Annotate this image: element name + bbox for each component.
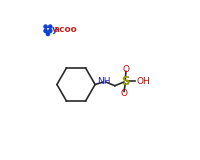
- Text: S: S: [121, 75, 130, 88]
- Text: O: O: [121, 89, 128, 98]
- Circle shape: [49, 29, 52, 32]
- Text: NH: NH: [98, 77, 111, 86]
- Circle shape: [49, 25, 52, 28]
- Circle shape: [46, 32, 50, 36]
- Text: OH: OH: [137, 77, 151, 86]
- Text: O: O: [122, 65, 129, 74]
- Text: y: y: [52, 25, 58, 34]
- Circle shape: [44, 25, 47, 28]
- Text: acoo: acoo: [54, 25, 78, 34]
- Circle shape: [44, 29, 47, 32]
